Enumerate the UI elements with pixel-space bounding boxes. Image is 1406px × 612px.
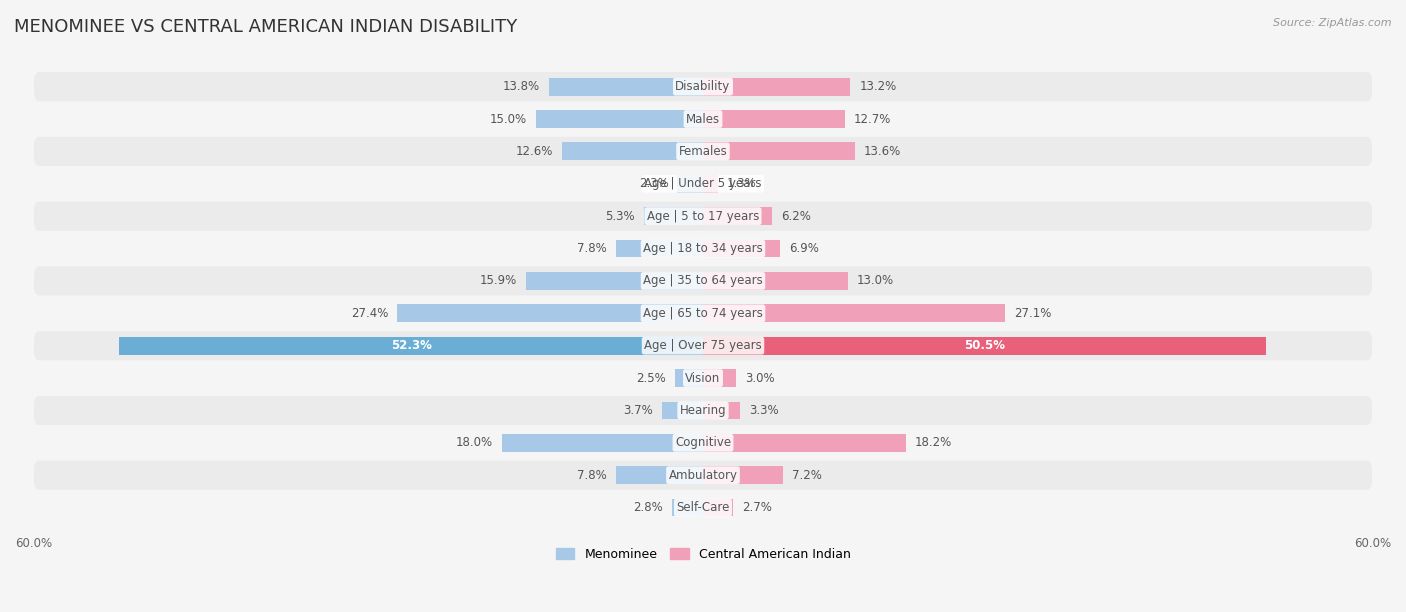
Text: Disability: Disability [675,80,731,93]
Text: 3.7%: 3.7% [623,404,652,417]
FancyBboxPatch shape [34,234,1372,263]
Text: 13.2%: 13.2% [859,80,897,93]
Text: 15.0%: 15.0% [489,113,527,125]
Text: 7.8%: 7.8% [578,242,607,255]
Bar [703,207,772,225]
FancyBboxPatch shape [34,105,1372,133]
Text: 12.7%: 12.7% [853,113,891,125]
Bar [672,499,703,517]
Text: Age | 65 to 74 years: Age | 65 to 74 years [643,307,763,320]
Bar [644,207,703,225]
Text: Hearing: Hearing [679,404,727,417]
Text: Age | 35 to 64 years: Age | 35 to 64 years [643,274,763,288]
Text: 13.8%: 13.8% [503,80,540,93]
Bar [703,466,783,484]
Bar [703,434,905,452]
Text: Source: ZipAtlas.com: Source: ZipAtlas.com [1274,18,1392,28]
Text: Self-Care: Self-Care [676,501,730,514]
Bar [562,143,703,160]
Bar [526,272,703,290]
Text: Age | Under 5 years: Age | Under 5 years [644,177,762,190]
Bar [703,175,717,193]
Bar [703,143,855,160]
FancyBboxPatch shape [34,331,1372,360]
Legend: Menominee, Central American Indian: Menominee, Central American Indian [551,543,855,566]
Bar [703,337,1267,354]
Text: Cognitive: Cognitive [675,436,731,449]
Text: 6.2%: 6.2% [782,210,811,223]
FancyBboxPatch shape [34,396,1372,425]
Bar [616,240,703,258]
Text: 6.9%: 6.9% [789,242,818,255]
Text: 2.5%: 2.5% [637,371,666,384]
Text: 7.8%: 7.8% [578,469,607,482]
Text: 18.2%: 18.2% [915,436,952,449]
Bar [703,401,740,419]
FancyBboxPatch shape [34,428,1372,457]
Text: 2.3%: 2.3% [638,177,668,190]
Text: 27.4%: 27.4% [352,307,388,320]
Text: 2.8%: 2.8% [633,501,662,514]
Text: 5.3%: 5.3% [606,210,636,223]
Bar [703,499,733,517]
Text: 3.0%: 3.0% [745,371,775,384]
Bar [398,304,703,322]
Bar [502,434,703,452]
Text: Age | 18 to 34 years: Age | 18 to 34 years [643,242,763,255]
Bar [703,78,851,95]
Bar [703,240,780,258]
FancyBboxPatch shape [34,201,1372,231]
FancyBboxPatch shape [34,299,1372,328]
Bar [703,304,1005,322]
FancyBboxPatch shape [34,461,1372,490]
Bar [662,401,703,419]
FancyBboxPatch shape [34,137,1372,166]
Bar [703,272,848,290]
Text: Age | Over 75 years: Age | Over 75 years [644,339,762,352]
Text: Ambulatory: Ambulatory [668,469,738,482]
Text: Females: Females [679,145,727,158]
Text: Age | 5 to 17 years: Age | 5 to 17 years [647,210,759,223]
Text: MENOMINEE VS CENTRAL AMERICAN INDIAN DISABILITY: MENOMINEE VS CENTRAL AMERICAN INDIAN DIS… [14,18,517,36]
Text: Males: Males [686,113,720,125]
Text: 7.2%: 7.2% [792,469,823,482]
Text: 15.9%: 15.9% [479,274,516,288]
Bar [678,175,703,193]
Bar [548,78,703,95]
Text: 2.7%: 2.7% [742,501,772,514]
FancyBboxPatch shape [34,72,1372,101]
Bar [120,337,703,354]
Text: 1.3%: 1.3% [727,177,756,190]
Bar [675,369,703,387]
Text: 12.6%: 12.6% [516,145,554,158]
Text: Vision: Vision [685,371,721,384]
Bar [703,369,737,387]
Text: 3.3%: 3.3% [749,404,779,417]
Text: 27.1%: 27.1% [1014,307,1052,320]
Text: 13.0%: 13.0% [858,274,894,288]
FancyBboxPatch shape [34,493,1372,522]
Text: 13.6%: 13.6% [863,145,901,158]
FancyBboxPatch shape [34,364,1372,393]
Bar [616,466,703,484]
FancyBboxPatch shape [34,266,1372,296]
FancyBboxPatch shape [34,169,1372,198]
Bar [703,110,845,128]
Bar [536,110,703,128]
Text: 50.5%: 50.5% [965,339,1005,352]
Text: 52.3%: 52.3% [391,339,432,352]
Text: 18.0%: 18.0% [456,436,494,449]
